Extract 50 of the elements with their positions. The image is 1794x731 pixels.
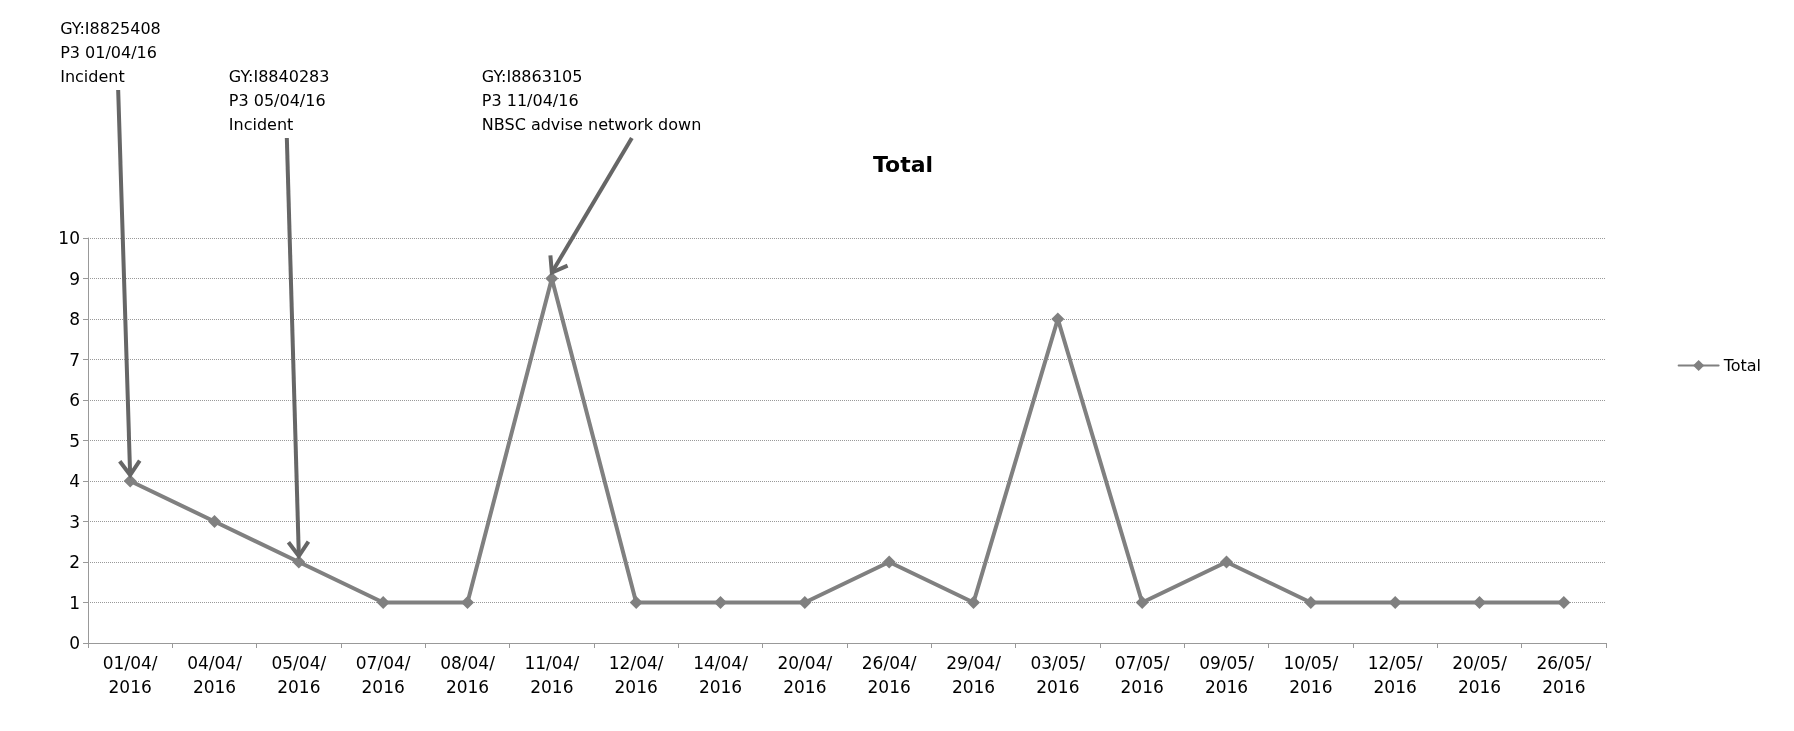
point — [714, 596, 727, 609]
y-tick-label: 6 — [69, 390, 80, 410]
point — [1388, 596, 1402, 609]
point — [1304, 596, 1318, 609]
point — [882, 555, 896, 569]
y-tick-label: 2 — [69, 552, 80, 572]
x-tick-label: 05/04/2016 — [271, 653, 327, 697]
x-tick-label: 03/05/2016 — [1030, 653, 1086, 697]
y-tick-label: 10 — [58, 228, 80, 248]
point — [292, 555, 306, 569]
x-tick-label: 04/04/2016 — [187, 653, 243, 697]
point — [123, 474, 137, 488]
y-tick-label: 3 — [69, 511, 80, 532]
point — [1220, 555, 1233, 569]
point — [376, 596, 390, 609]
x-tick-label: 20/04/2016 — [777, 653, 833, 697]
x-tick-label: 12/04/2016 — [608, 653, 664, 697]
y-tick-label: 9 — [69, 268, 80, 289]
annotation: GY:I8863105 P3 11/04/16 NBSC advise network down — [481, 66, 702, 134]
x-tick-label: 20/05/2016 — [1452, 653, 1508, 697]
y-tick-label: 4 — [69, 471, 80, 491]
x-tick-label: 14/04/2016 — [693, 653, 749, 697]
x-tick-label: 29/04/2016 — [946, 653, 1002, 697]
x-tick-label: 07/05/2016 — [1114, 653, 1170, 697]
point — [798, 596, 812, 609]
x-tick-label: 26/04/2016 — [861, 653, 917, 697]
x-tick-label: 12/05/2016 — [1367, 653, 1423, 697]
x-tick-label: 11/04/2016 — [524, 653, 580, 697]
point — [629, 596, 643, 609]
annotation: GY:I8825408 P3 01/04/16 Incident — [60, 18, 161, 86]
legend-label: Total — [1722, 356, 1762, 375]
x-tick-label: 26/05/2016 — [1536, 653, 1592, 697]
chart-title: Total — [873, 151, 934, 177]
x-tick-label: 01/04/2016 — [102, 653, 158, 697]
x-tick-label: 10/05/2016 — [1283, 653, 1339, 697]
point — [1557, 596, 1571, 609]
y-tick-label: 7 — [69, 349, 80, 370]
x-tick-label: 07/04/2016 — [355, 653, 411, 697]
point — [1473, 596, 1486, 609]
y-tick-label: 8 — [69, 309, 80, 329]
x-tick-label: 09/05/2016 — [1199, 653, 1255, 697]
y-tick-label: 5 — [69, 430, 80, 451]
point — [208, 515, 221, 528]
point — [1135, 596, 1149, 609]
x-tick-label: 08/04/2016 — [440, 653, 496, 697]
y-tick-label: 1 — [69, 592, 80, 613]
y-tick-label: 0 — [69, 633, 80, 653]
point — [461, 596, 474, 609]
point — [967, 596, 980, 609]
annotation: GY:I8840283 P3 05/04/16 Incident — [228, 66, 330, 134]
